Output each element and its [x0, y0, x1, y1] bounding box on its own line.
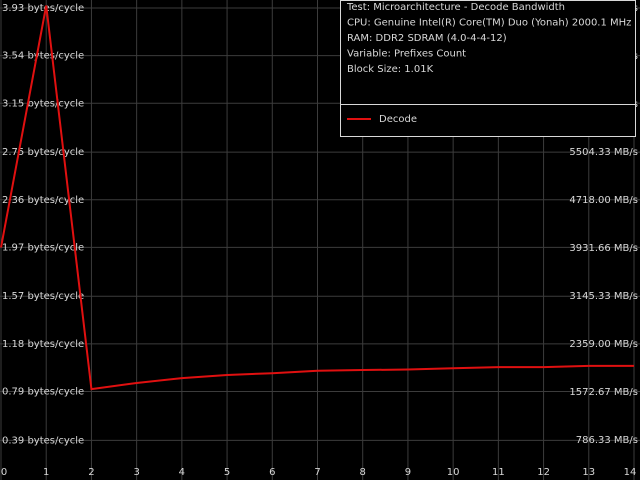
y-tick-label: 0.79 bytes/cycle [2, 387, 84, 398]
x-tick-label: 4 [179, 467, 185, 478]
y-tick-label: 3.54 bytes/cycle [2, 51, 84, 62]
x-tick-label: 2 [88, 467, 94, 478]
y2-tick-label: 2359.00 MB/s [569, 339, 638, 350]
x-tick-label: 11 [492, 467, 505, 478]
annotation: CPU: Genuine Intel(R) Core(TM) Duo (Yona… [347, 18, 631, 29]
annotation: Test: Microarchitecture - Decode Bandwid… [346, 2, 565, 13]
y2-tick-label: 786.33 MB/s [576, 435, 638, 446]
x-tick-label: 1 [43, 467, 49, 478]
y-tick-label: 2.75 bytes/cycle [2, 147, 84, 158]
annotation: Block Size: 1.01K [347, 64, 434, 75]
y-tick-label: 1.57 bytes/cycle [2, 291, 84, 302]
x-tick-label: 5 [224, 467, 230, 478]
y-tick-label: 3.15 bytes/cycle [2, 98, 84, 109]
x-tick-label: 13 [582, 467, 595, 478]
x-tick-label: 3 [133, 467, 139, 478]
y-tick-label: 0.39 bytes/cycle [2, 435, 84, 446]
x-tick-label: 14 [624, 467, 637, 478]
y-tick-label: 1.18 bytes/cycle [2, 339, 84, 350]
x-tick-label: 6 [269, 467, 275, 478]
y2-tick-label: 3931.66 MB/s [569, 243, 638, 254]
y-tick-label: 2.36 bytes/cycle [2, 195, 84, 206]
legend-box [340, 0, 636, 137]
annotation: RAM: DDR2 SDRAM (4.0-4-4-12) [347, 33, 507, 44]
x-tick-label: 8 [360, 467, 366, 478]
y2-tick-label: 4718.00 MB/s [569, 195, 638, 206]
x-tick-label: 7 [314, 467, 320, 478]
x-tick-label: 12 [537, 467, 550, 478]
data-line [0, 5, 634, 391]
y2-tick-label: 1572.67 MB/s [569, 387, 638, 398]
x-tick-label: 0 [1, 467, 7, 478]
annotation: Variable: Prefixes Count [347, 49, 466, 60]
x-tick-label: 9 [405, 467, 411, 478]
y2-tick-label: 5504.33 MB/s [569, 147, 638, 158]
y-tick-label: 3.93 bytes/cycle [2, 3, 84, 14]
y-tick-label: 1.97 bytes/cycle [2, 242, 84, 253]
x-tick-label: 10 [447, 467, 460, 478]
legend: Test: Microarchitecture - Decode Bandwid… [340, 0, 636, 137]
legend-label: Decode [379, 114, 417, 125]
y2-tick-label: 3145.33 MB/s [569, 291, 638, 302]
